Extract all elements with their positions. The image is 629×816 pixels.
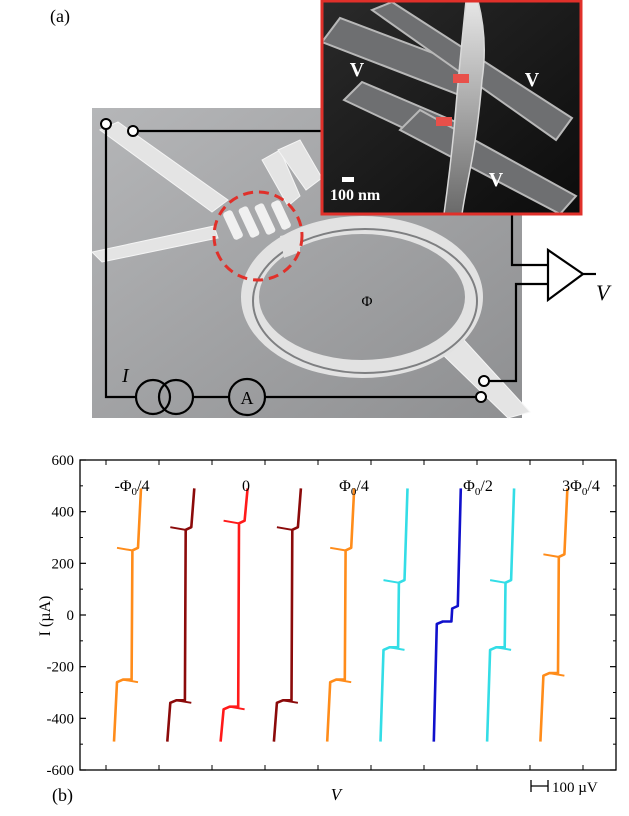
curve-label: 0	[242, 478, 250, 495]
iv-curve-hysteresis	[383, 579, 405, 651]
iv-curve	[166, 488, 196, 742]
ammeter-label: A	[241, 388, 254, 408]
inset-label-v: V	[350, 59, 365, 81]
current-source	[134, 378, 195, 416]
iv-curve	[219, 488, 249, 742]
scale-bar-label: 100 nm	[330, 187, 381, 204]
iv-curve	[112, 488, 143, 742]
y-axis: -600 -400 -200 0 200 400 600	[47, 453, 616, 779]
iv-curve	[272, 488, 303, 742]
iv-curve-hysteresis	[543, 553, 565, 677]
iv-curve-hysteresis	[223, 519, 245, 711]
superconducting-loop	[241, 216, 483, 378]
y-axis-label: I (µA)	[37, 596, 54, 637]
y-tick-label: -200	[47, 660, 75, 676]
curve-label: Φ0/2	[463, 478, 493, 498]
ammeter-icon	[227, 377, 267, 417]
iv-curve-hysteresis	[489, 579, 512, 651]
inset-label-v: V	[525, 69, 540, 91]
voltage-scale-bar: 100 µV	[530, 780, 598, 796]
curve-label: 3Φ0/4	[562, 478, 600, 498]
scale-bar	[342, 177, 354, 182]
voltage-scale-label: 100 µV	[552, 780, 598, 796]
iv-curve	[432, 488, 463, 742]
junction-marker	[436, 117, 452, 126]
flux-symbol: Φ	[362, 294, 373, 310]
iv-curve-hysteresis	[116, 546, 139, 684]
iv-curve	[379, 488, 409, 742]
y-tick-label: 0	[67, 608, 75, 624]
y-tick-label: -600	[47, 763, 75, 779]
panel-a-label: (a)	[50, 6, 70, 26]
panel-a: (a)	[50, 0, 612, 419]
junction-cluster	[223, 200, 291, 240]
x-axis-label: V	[331, 785, 344, 804]
panel-b-label: (b)	[52, 785, 73, 806]
x-axis	[105, 460, 584, 770]
plot-frame	[79, 459, 617, 771]
y-tick-label: 200	[52, 556, 75, 572]
junction-highlight-circle	[212, 190, 304, 282]
iv-chart: -600 -400 -200 0 200 400 600 -Φ0/4 0 Φ0/4 Φ0/2 3Φ0…	[37, 453, 617, 806]
terminal-circles	[100, 118, 490, 403]
iv-curve	[325, 488, 356, 742]
device-schematic: Φ I A V	[90, 0, 612, 419]
iv-curve	[485, 488, 516, 742]
iv-curve-hysteresis	[276, 526, 299, 704]
current-symbol: I	[121, 365, 130, 387]
amplifier-icon	[546, 247, 585, 303]
curve-labels: -Φ0/4 0 Φ0/4 Φ0/2 3Φ0/4	[115, 478, 600, 498]
y-tick-label: 600	[52, 453, 75, 469]
voltage-symbol: V	[596, 280, 612, 305]
y-tick-label: 400	[52, 505, 75, 521]
sem-inset: V V V 100 nm	[320, 0, 583, 216]
y-tick-label: -400	[47, 711, 75, 727]
junction-marker	[453, 74, 469, 83]
iv-curve	[539, 488, 569, 742]
curve-label: Φ0/4	[339, 478, 369, 498]
iv-curve-hysteresis	[170, 526, 192, 704]
iv-curves	[112, 488, 569, 742]
panel-b: -600 -400 -200 0 200 400 600 -Φ0/4 0 Φ0/4 Φ0/2 3Φ0…	[0, 440, 629, 816]
curve-label: -Φ0/4	[115, 478, 150, 498]
iv-curve-hysteresis	[330, 546, 352, 684]
inset-label-v: V	[489, 169, 504, 191]
